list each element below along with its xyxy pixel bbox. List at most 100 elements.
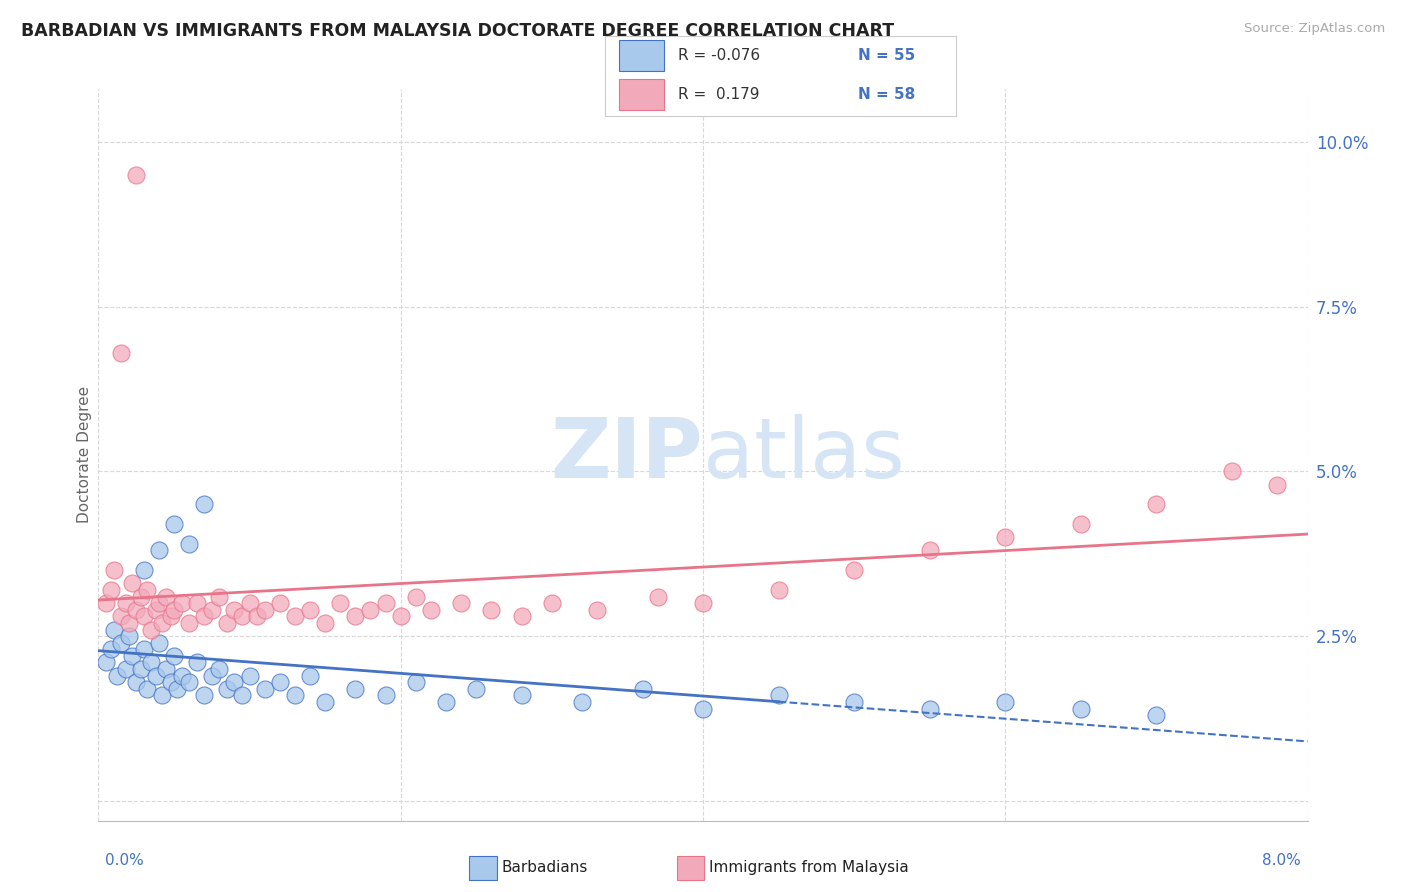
Text: N = 58: N = 58 <box>858 87 915 102</box>
Point <box>100 582 122 597</box>
Point <box>231 609 253 624</box>
Point <box>160 609 183 624</box>
Point <box>135 681 157 696</box>
Point <box>692 596 714 610</box>
Point <box>224 675 246 690</box>
Point <box>239 596 262 610</box>
Point <box>374 596 396 610</box>
Bar <box>619 40 664 71</box>
Point <box>114 596 136 610</box>
Text: atlas: atlas <box>703 415 904 495</box>
Bar <box>470 856 496 880</box>
Point <box>125 168 148 182</box>
Point <box>768 582 790 597</box>
Point <box>193 609 215 624</box>
Point <box>465 681 488 696</box>
Point <box>148 596 170 610</box>
Point <box>110 636 132 650</box>
Point <box>450 596 472 610</box>
Point <box>344 681 367 696</box>
Point <box>405 675 427 690</box>
Point <box>166 681 188 696</box>
Point <box>571 695 593 709</box>
Point <box>163 517 186 532</box>
Point <box>1070 517 1092 532</box>
Point <box>170 596 193 610</box>
Point <box>768 689 790 703</box>
Point <box>434 695 457 709</box>
Point <box>298 603 321 617</box>
Point <box>314 695 336 709</box>
Point <box>132 642 155 657</box>
Point <box>129 662 152 676</box>
Point <box>631 681 654 696</box>
Point <box>170 668 193 682</box>
Point <box>647 590 669 604</box>
Text: Barbadians: Barbadians <box>502 861 588 875</box>
Point <box>360 603 382 617</box>
Point <box>114 662 136 676</box>
Point <box>918 543 941 558</box>
Point <box>118 629 141 643</box>
Point <box>994 695 1017 709</box>
Point <box>208 662 231 676</box>
Point <box>253 681 276 696</box>
Point <box>231 689 253 703</box>
Point <box>121 648 143 663</box>
Point <box>148 636 170 650</box>
Point <box>145 603 167 617</box>
Point <box>329 596 352 610</box>
Text: Immigrants from Malaysia: Immigrants from Malaysia <box>710 861 910 875</box>
Point <box>186 596 208 610</box>
Point <box>163 648 186 663</box>
Point <box>177 615 201 630</box>
Point <box>224 603 246 617</box>
Text: R = -0.076: R = -0.076 <box>678 48 761 63</box>
Point <box>135 582 157 597</box>
Point <box>141 656 163 670</box>
Y-axis label: Doctorate Degree: Doctorate Degree <box>77 386 91 524</box>
Point <box>284 689 307 703</box>
Point <box>201 668 224 682</box>
Point <box>1144 497 1167 511</box>
Point <box>193 689 215 703</box>
Point <box>405 590 427 604</box>
Text: N = 55: N = 55 <box>858 48 915 63</box>
Point <box>269 675 291 690</box>
Point <box>844 563 866 577</box>
Point <box>344 609 367 624</box>
Point <box>994 530 1017 544</box>
Point <box>692 701 714 715</box>
Point <box>510 609 533 624</box>
Point <box>103 623 125 637</box>
Point <box>844 695 866 709</box>
Point <box>1220 464 1243 478</box>
Point <box>586 603 609 617</box>
Point <box>208 590 231 604</box>
Point <box>201 603 224 617</box>
Point <box>150 615 173 630</box>
Point <box>481 603 503 617</box>
Point <box>132 609 155 624</box>
Text: BARBADIAN VS IMMIGRANTS FROM MALAYSIA DOCTORATE DEGREE CORRELATION CHART: BARBADIAN VS IMMIGRANTS FROM MALAYSIA DO… <box>21 22 894 40</box>
Point <box>155 590 177 604</box>
Point <box>155 662 177 676</box>
Point <box>160 675 183 690</box>
Point <box>105 668 128 682</box>
Point <box>186 656 208 670</box>
Point <box>269 596 291 610</box>
Point <box>148 543 170 558</box>
Point <box>918 701 941 715</box>
Text: Source: ZipAtlas.com: Source: ZipAtlas.com <box>1244 22 1385 36</box>
Point <box>100 642 122 657</box>
Point <box>110 345 132 359</box>
Point <box>193 497 215 511</box>
Text: R =  0.179: R = 0.179 <box>678 87 759 102</box>
Point <box>284 609 307 624</box>
Point <box>1265 477 1288 491</box>
Bar <box>619 79 664 110</box>
Point <box>145 668 167 682</box>
Point <box>374 689 396 703</box>
Point <box>215 681 238 696</box>
Point <box>110 609 132 624</box>
